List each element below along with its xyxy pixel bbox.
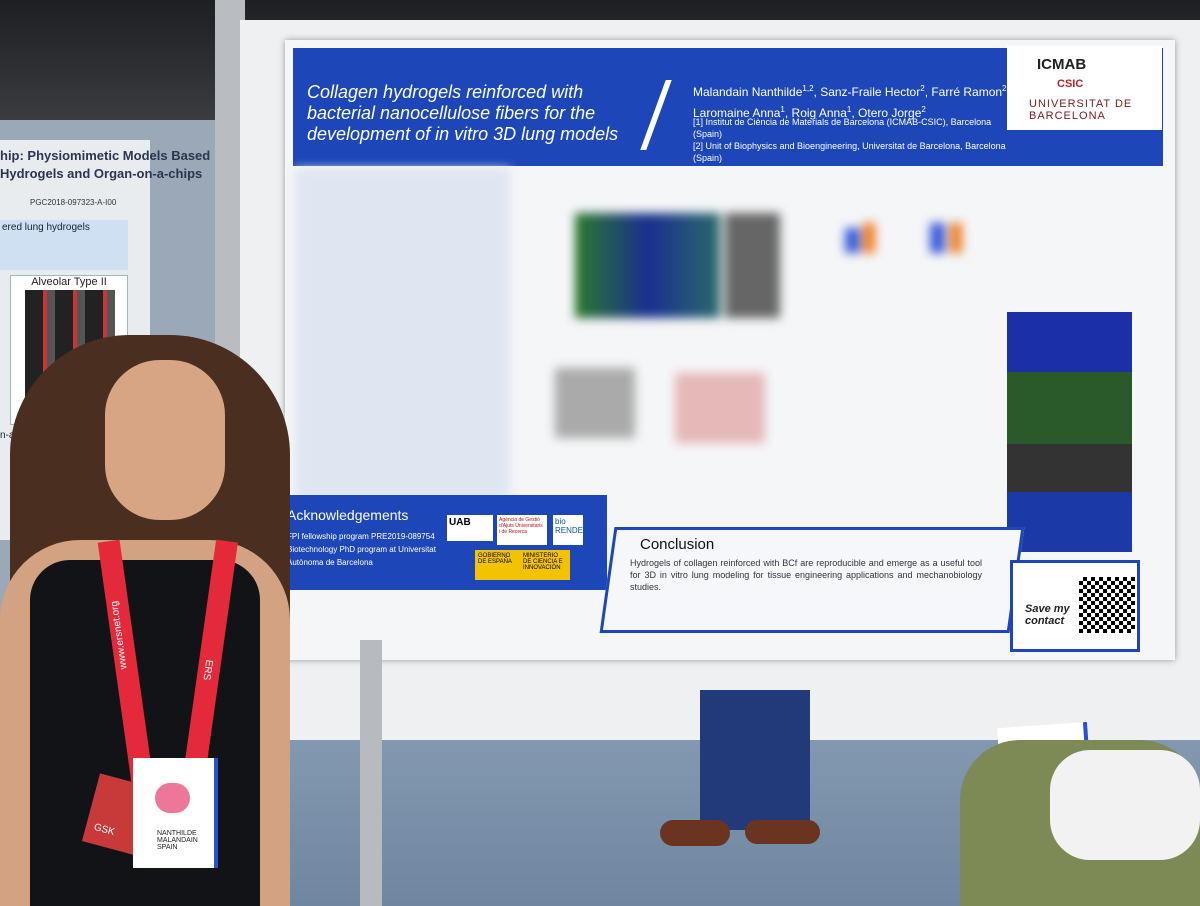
left-section: ered lung hydrogels [0,220,128,270]
affiliation: [2] Unit of Biophysics and Bioengineerin… [693,141,1006,163]
author: , Farré Ramon [924,85,1003,99]
face [105,360,225,520]
badge: NANTHILDE MALANDAIN SPAIN [133,758,218,868]
logo: UAB [447,515,493,541]
shoe [745,820,820,844]
lanyard-text: ERS [200,658,215,681]
left-line: hip: Physiomimetic Models Based [0,148,211,163]
pole [360,640,382,906]
logo: GOBIERNO DE ESPAÑA [475,550,520,580]
affiliation: [1] Institut de Ciència de Materials de … [693,117,992,139]
logo: bio RENDER [553,515,589,545]
affiliation-mark: 1,2 [802,84,814,93]
logo: CSIC [1057,78,1084,90]
authors: Malandain Nanthilde1,2, Sanz-Fraile Hect… [693,80,1013,122]
author: Malandain Nanthilde [693,85,803,99]
logo-box: ICMAB CSIC UNIVERSITAT DE BARCELONA [1007,46,1162,130]
conclusion-title: Conclusion [640,536,715,553]
contact-text: Save my contact [1025,603,1070,627]
ack-items: FPI fellowship program PRE2019-089754 Bi… [287,530,457,569]
legs [700,690,810,830]
logo: Agència de Gestió d'Ajuts Universitaris … [497,515,547,545]
logo: MINISTERIO DE CIENCIA E INNOVACIÓN [520,550,570,580]
logo: UNIVERSITAT DE BARCELONA [1029,98,1133,122]
author: , Roig Anna [784,106,847,120]
sponsor: GSK [92,821,116,838]
conclusion-text: Hydrogels of collagen reinforced with BC… [630,558,982,592]
left-line: Hydrogels and Organ-on-a-chips [0,166,203,181]
ack-title: Acknowledgements [287,507,409,523]
affiliation-mark: 2 [921,105,926,114]
poster-title: Collagen hydrogels reinforced with bacte… [307,82,619,144]
ack-item: FPI fellowship program PRE2019-089754 [287,532,435,541]
author: , Otero Jorge [851,106,922,120]
logo: ICMAB [1037,56,1087,73]
badge-name: NANTHILDE MALANDAIN SPAIN [157,830,198,851]
affiliations: [1] Institut de Ciència de Materials de … [693,116,1013,164]
blurred-content [295,168,1155,498]
ack-item: Biotechnology PhD program at Universitat… [287,545,436,567]
contact-box: Save my contact [1010,560,1140,652]
affiliation-mark: 2 [920,84,925,93]
ack-band: Acknowledgements FPI fellowship program … [277,495,607,590]
qr-code [1079,577,1135,633]
author: Laromaine Anna [693,106,781,120]
shoe [660,820,730,846]
author-line: Laromaine Anna1, Roig Anna1, Otero Jorge… [693,101,1013,122]
left-line: PGC2018-097323-A-I00 [30,198,117,207]
poster: Collagen hydrogels reinforced with bacte… [277,40,1175,660]
scarf [1050,750,1200,860]
badge-logo [155,783,190,813]
author-line: Malandain Nanthilde1,2, Sanz-Fraile Hect… [693,80,1013,101]
affiliation-mark: 2 [1002,84,1007,93]
micrograph [1007,312,1132,552]
author: , Sanz-Fraile Hector [813,85,921,99]
affiliation-mark: 1 [780,105,785,114]
affiliation-mark: 1 [846,105,852,114]
